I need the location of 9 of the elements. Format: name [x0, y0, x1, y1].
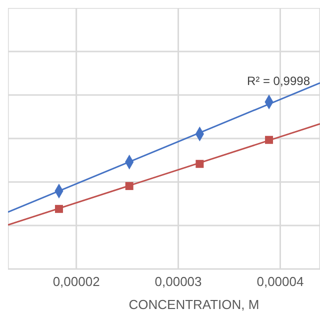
x-tick-label: 0,00002	[52, 274, 100, 290]
point	[54, 204, 63, 213]
point	[196, 160, 204, 168]
x-axis-title: CONCENTRATION, M	[128, 297, 260, 312]
x-tick-label: 0,00003	[154, 274, 202, 290]
annotation: R² = 0,9998	[246, 74, 310, 88]
point	[125, 182, 134, 190]
x-tick-label: 0,00004	[256, 274, 304, 290]
point	[265, 136, 274, 144]
